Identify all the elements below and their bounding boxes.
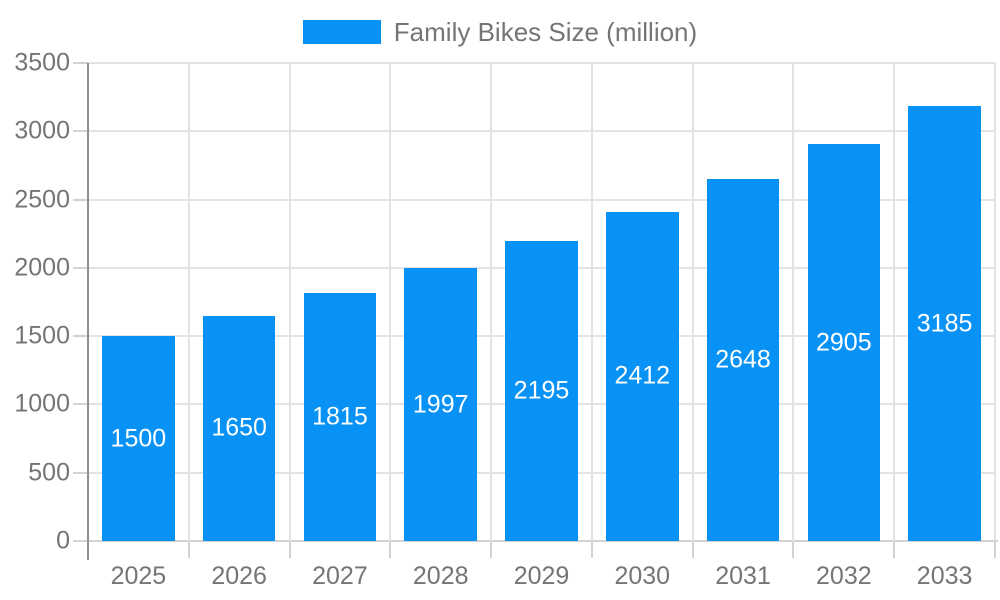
- bar-2026[interactable]: 1650: [202, 315, 276, 541]
- y-axis-tick-label: 1000: [14, 389, 70, 418]
- y-axis-tick-label: 500: [28, 458, 70, 487]
- y-axis-tick: [73, 335, 88, 338]
- legend-item[interactable]: Family Bikes Size (million): [0, 17, 1000, 47]
- v-gridline: [994, 63, 996, 541]
- x-axis-tick: [490, 541, 493, 558]
- x-axis-tick-label: 2032: [816, 562, 872, 590]
- x-axis-tick-label: 2025: [110, 562, 167, 590]
- v-gridline: [490, 63, 493, 541]
- x-axis-tick: [893, 541, 896, 558]
- v-gridline: [590, 63, 593, 541]
- bar-2029[interactable]: 2195: [505, 241, 578, 541]
- v-gridline: [389, 63, 392, 541]
- bar-2031[interactable]: 2648: [706, 179, 780, 541]
- y-axis-line: [87, 63, 89, 560]
- x-axis-tick-label: 2027: [312, 562, 368, 590]
- x-axis-tick-label: 2031: [715, 562, 771, 590]
- y-axis-tick: [73, 403, 88, 406]
- y-axis-tick: [73, 198, 88, 201]
- x-axis-tick-label: 2030: [614, 562, 671, 590]
- h-gridline: [88, 62, 995, 64]
- x-axis-tick-label: 2026: [211, 562, 267, 590]
- bar-value-label: 3185: [916, 309, 973, 337]
- bar-value-label: 1500: [110, 424, 167, 453]
- bar-2030[interactable]: 2412: [605, 211, 679, 541]
- v-gridline: [893, 63, 896, 541]
- h-gridline: [88, 198, 995, 201]
- bar-value-label: 1650: [211, 413, 267, 442]
- y-axis-tick: [73, 266, 88, 269]
- x-axis-tick: [590, 541, 593, 558]
- bar-2025[interactable]: 1500: [102, 336, 175, 541]
- y-axis-tick: [73, 62, 88, 64]
- bar-value-label: 2648: [715, 345, 771, 374]
- v-gridline: [691, 63, 694, 541]
- x-axis-tick: [187, 541, 190, 558]
- h-gridline: [88, 130, 995, 133]
- bar-2033[interactable]: 3185: [908, 106, 981, 541]
- bar-value-label: 2195: [513, 376, 570, 405]
- bar-value-label: 1815: [312, 402, 368, 431]
- h-gridline: [73, 540, 998, 542]
- bar-value-label: 1997: [412, 390, 469, 419]
- v-gridline: [288, 63, 291, 541]
- x-axis-tick: [994, 541, 996, 558]
- legend-swatch: [302, 20, 381, 44]
- legend-label: Family Bikes Size (million): [393, 17, 698, 47]
- bar-value-label: 2412: [614, 361, 671, 390]
- x-axis-tick-label: 2033: [916, 562, 973, 590]
- bar-2027[interactable]: 1815: [303, 293, 377, 541]
- y-axis-tick-label: 3500: [14, 48, 70, 77]
- y-axis-tick: [73, 471, 88, 474]
- y-axis-tick-label: 2500: [14, 185, 70, 214]
- bar-2032[interactable]: 2905: [807, 144, 881, 541]
- y-axis-tick-label: 0: [56, 526, 70, 555]
- y-axis-tick-label: 2000: [14, 253, 70, 282]
- y-axis-tick-label: 1500: [14, 321, 70, 350]
- x-axis-tick: [288, 541, 291, 558]
- y-axis-tick-label: 3000: [14, 116, 70, 145]
- v-gridline: [792, 63, 795, 541]
- bar-2028[interactable]: 1997: [404, 268, 477, 541]
- x-axis-tick-label: 2029: [513, 562, 570, 590]
- bar-value-label: 2905: [816, 328, 872, 357]
- x-axis-tick: [691, 541, 694, 558]
- x-axis-tick: [389, 541, 392, 558]
- v-gridline: [187, 63, 190, 541]
- x-axis-tick-label: 2028: [412, 562, 469, 590]
- y-axis-tick: [73, 130, 88, 133]
- x-axis-tick: [792, 541, 795, 558]
